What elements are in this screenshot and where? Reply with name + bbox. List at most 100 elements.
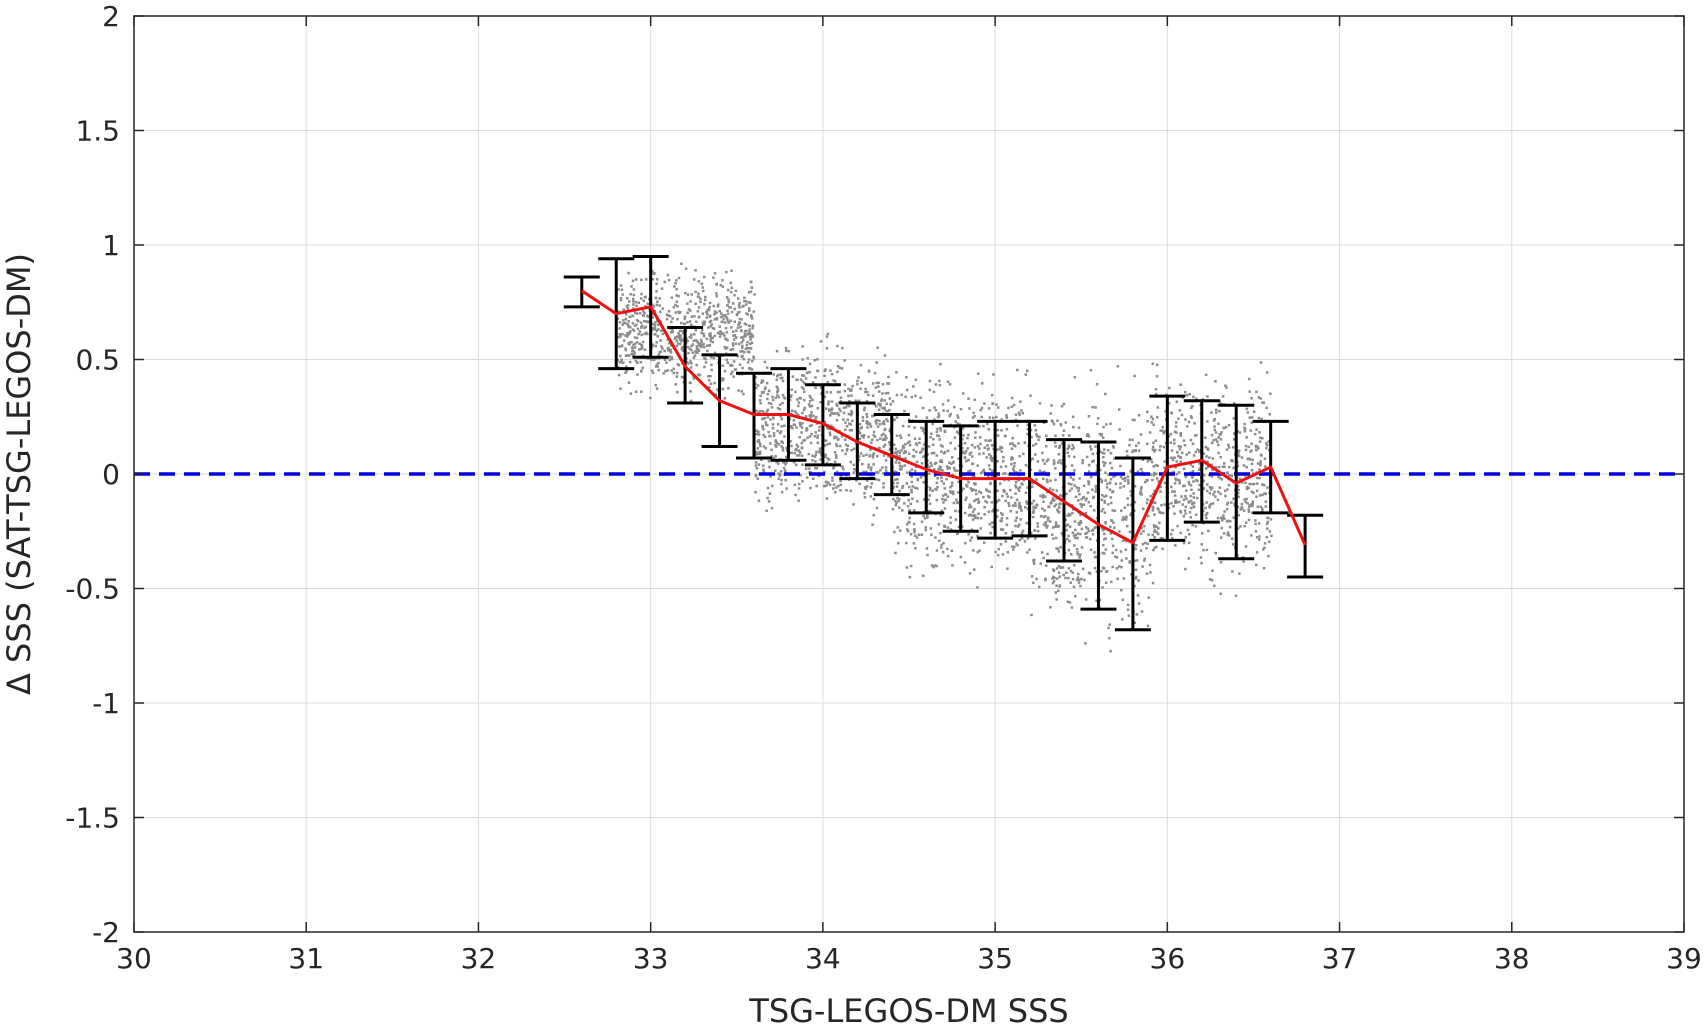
scatter-point xyxy=(1151,448,1155,451)
scatter-point xyxy=(710,363,713,367)
scatter-point xyxy=(988,523,992,526)
scatter-point xyxy=(1052,422,1056,426)
scatter-point xyxy=(1265,371,1269,374)
scatter-point xyxy=(900,393,903,396)
scatter-point xyxy=(1223,489,1227,493)
scatter-point xyxy=(1129,490,1133,493)
scatter-point xyxy=(954,420,957,423)
scatter-point xyxy=(884,459,888,462)
scatter-point xyxy=(721,285,724,288)
scatter-point xyxy=(979,471,983,475)
scatter-point xyxy=(809,413,813,417)
scatter-point xyxy=(675,279,678,282)
scatter-point xyxy=(709,374,712,378)
scatter-point xyxy=(988,416,992,419)
scatter-point xyxy=(716,305,720,308)
scatter-point xyxy=(931,489,934,492)
scatter-point xyxy=(1059,494,1062,497)
scatter-point xyxy=(885,437,888,440)
scatter-point xyxy=(1124,518,1128,521)
scatter-point xyxy=(871,523,874,526)
scatter-point xyxy=(1236,527,1240,530)
scatter-point xyxy=(922,498,926,501)
scatter-point xyxy=(693,333,696,336)
y-tick-label: -0.5 xyxy=(65,573,120,606)
scatter-point xyxy=(1196,479,1199,483)
scatter-point xyxy=(654,321,657,324)
scatter-point xyxy=(810,424,813,427)
scatter-point xyxy=(771,398,775,402)
scatter-point xyxy=(801,345,804,348)
scatter-point xyxy=(641,366,644,369)
scatter-point xyxy=(1056,419,1059,422)
scatter-point xyxy=(839,489,842,492)
scatter-point xyxy=(939,531,942,535)
scatter-point xyxy=(766,416,770,419)
scatter-point xyxy=(963,511,967,515)
scatter-point xyxy=(1071,577,1075,581)
scatter-point xyxy=(867,421,871,425)
scatter-point xyxy=(714,311,718,315)
scatter-point xyxy=(1033,558,1036,562)
scatter-point xyxy=(983,506,986,509)
scatter-point xyxy=(1206,420,1209,423)
scatter-point xyxy=(1152,441,1155,445)
scatter-point xyxy=(729,306,732,309)
scatter-point xyxy=(622,339,626,342)
scatter-point xyxy=(670,296,674,299)
scatter-point xyxy=(976,516,979,520)
scatter-point xyxy=(737,297,740,300)
scatter-point xyxy=(751,359,754,363)
scatter-point xyxy=(872,463,875,466)
scatter-point xyxy=(1066,537,1069,541)
scatter-point xyxy=(732,344,735,347)
scatter-point xyxy=(1219,455,1222,459)
scatter-point xyxy=(966,485,969,488)
scatter-point xyxy=(839,409,842,413)
scatter-point xyxy=(680,347,684,351)
scatter-point xyxy=(1075,547,1079,551)
scatter-point xyxy=(1031,457,1034,460)
scatter-point xyxy=(1046,524,1049,528)
scatter-point xyxy=(645,331,648,334)
scatter-point xyxy=(1095,383,1099,386)
scatter-point xyxy=(992,508,995,511)
scatter-point xyxy=(809,415,812,419)
scatter-point xyxy=(675,300,679,303)
scatter-point xyxy=(1148,563,1152,567)
scatter-point xyxy=(1236,491,1240,495)
scatter-point xyxy=(829,391,833,394)
scatter-point xyxy=(1001,513,1004,516)
scatter-point xyxy=(931,443,935,446)
scatter-point xyxy=(709,336,713,339)
scatter-point xyxy=(1074,533,1078,537)
scatter-point xyxy=(942,542,945,545)
scatter-point xyxy=(893,530,896,534)
scatter-point xyxy=(655,341,658,344)
scatter-point xyxy=(1055,536,1058,540)
scatter-point xyxy=(1089,368,1093,372)
scatter-point xyxy=(1255,428,1258,431)
scatter-point xyxy=(1009,488,1012,492)
scatter-point xyxy=(1124,476,1127,480)
scatter-point xyxy=(1000,517,1004,520)
scatter-point xyxy=(763,435,767,439)
scatter-point xyxy=(1011,442,1014,445)
scatter-point xyxy=(640,390,643,393)
scatter-point xyxy=(956,422,959,425)
scatter-point xyxy=(742,351,746,354)
scatter-point xyxy=(938,379,941,383)
scatter-point xyxy=(882,454,886,457)
scatter-point xyxy=(1202,473,1206,477)
scatter-point xyxy=(688,347,692,350)
scatter-point xyxy=(1109,422,1112,425)
scatter-point xyxy=(826,332,830,336)
scatter-point xyxy=(835,402,838,406)
scatter-point xyxy=(1077,581,1081,584)
scatter-point xyxy=(987,464,991,467)
scatter-point xyxy=(741,366,744,370)
scatter-point xyxy=(776,390,779,394)
scatter-point xyxy=(774,439,777,442)
scatter-point xyxy=(864,390,867,394)
scatter-point xyxy=(945,465,949,468)
